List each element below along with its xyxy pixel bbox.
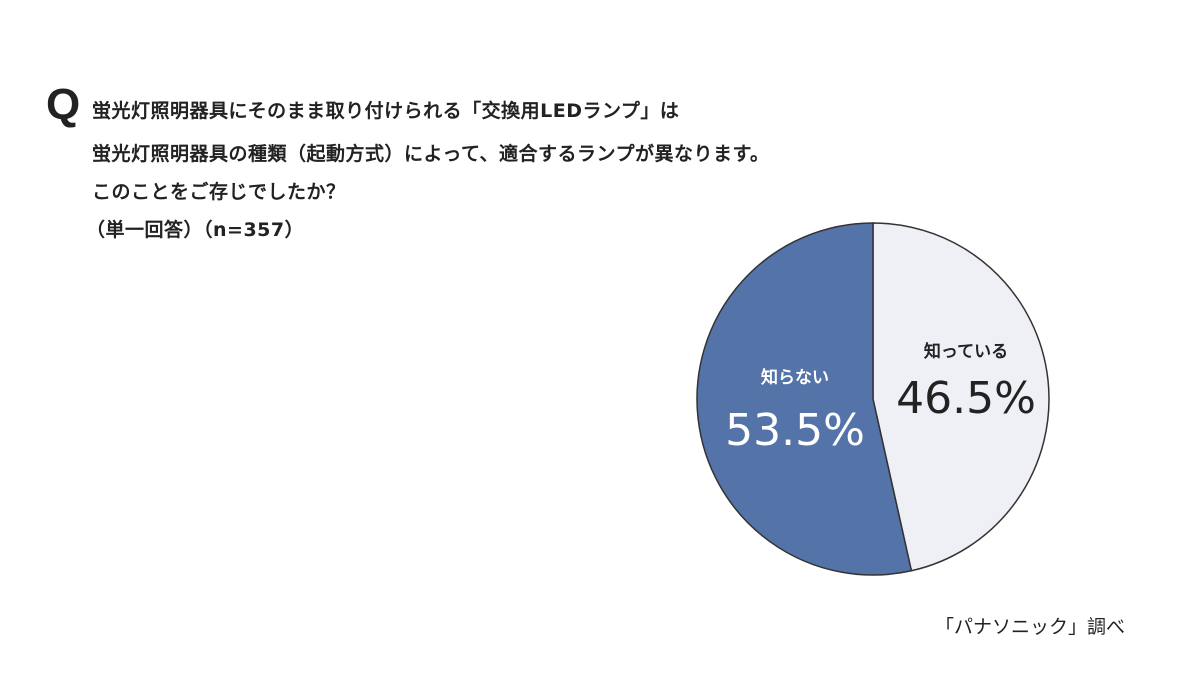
source-note: 「パナソニック」調べ <box>935 616 1126 638</box>
slice-label-2: 知らない <box>760 367 829 388</box>
pie-slice-1 <box>872 222 1050 572</box>
slice-value-1: 46.5% <box>896 373 1036 424</box>
question-line-1: 蛍光灯照明器具にそのまま取り付けられる「交換用LEDランプ」は <box>92 100 680 122</box>
question-line-4: （単一回答）（n=357） <box>86 219 305 241</box>
slice-label-1: 知っている <box>923 341 1008 362</box>
slice-value-2: 53.5% <box>725 405 865 456</box>
question-marker: Q <box>46 80 81 129</box>
question-line-3: このことをご存じでしたか？ <box>92 181 346 203</box>
pie-slice-2 <box>696 222 913 576</box>
question-line-2: 蛍光灯照明器具の種類（起動方式）によって、適合するランプが異なります。 <box>92 143 770 165</box>
